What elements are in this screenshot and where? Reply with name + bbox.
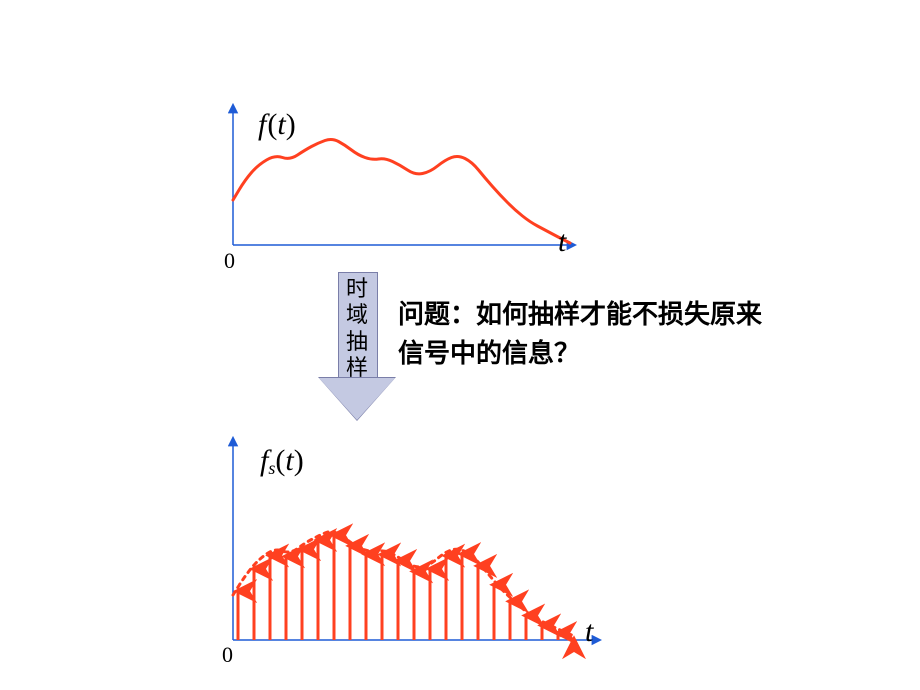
bottom-func-label: fs(t) xyxy=(260,444,304,479)
bottom-t-label: t xyxy=(585,615,593,649)
top-zero-label: 0 xyxy=(224,248,235,274)
label-t: t xyxy=(277,108,285,141)
label-close: ) xyxy=(286,108,296,141)
label-t2: t xyxy=(285,444,293,477)
bottom-zero-label: 0 xyxy=(222,642,233,668)
question-line1: 问题：如何抽样才能不损失原来 xyxy=(398,300,762,329)
label-close2: ) xyxy=(294,444,304,477)
top-func-label: f (t) xyxy=(258,108,296,142)
sampling-arrow-text: 时域抽样 xyxy=(338,276,376,382)
label-open2: ( xyxy=(275,444,285,477)
label-f: f xyxy=(258,108,266,141)
sampling-arrow-head xyxy=(319,378,395,420)
label-open: ( xyxy=(267,108,277,141)
question-text: 问题：如何抽样才能不损失原来 信号中的信息？ xyxy=(398,295,762,373)
top-t-label: t xyxy=(558,225,566,259)
question-line2: 信号中的信息？ xyxy=(398,339,580,368)
